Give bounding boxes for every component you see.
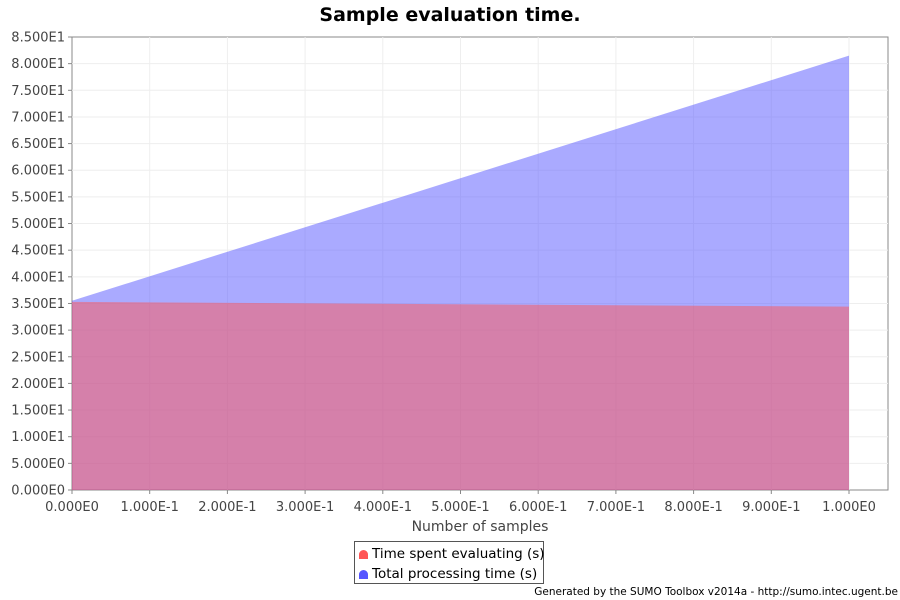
y-tick-label: 7.500E1 [11, 84, 65, 99]
y-tick-label: 1.000E1 [11, 430, 65, 445]
legend: Time spent evaluating (s) Total processi… [354, 541, 545, 584]
legend-swatch-red [359, 549, 368, 559]
y-tick-label: 5.500E1 [11, 190, 65, 205]
x-tick-label: 7.000E-1 [587, 500, 645, 515]
x-tick-label: 0.000E0 [45, 500, 99, 515]
y-tick-label: 2.000E1 [11, 377, 65, 392]
legend-swatch-blue [359, 569, 368, 579]
x-tick-label: 2.000E-1 [198, 500, 256, 515]
y-tick-label: 5.000E0 [11, 457, 65, 472]
x-tick-label: 1.000E-1 [120, 500, 178, 515]
y-tick-label: 0.000E0 [11, 484, 65, 499]
footer-credit: Generated by the SUMO Toolbox v2014a - h… [534, 586, 898, 598]
y-tick-label: 6.500E1 [11, 137, 65, 152]
legend-item-evaluating: Time spent evaluating (s) [359, 544, 545, 564]
y-tick-label: 8.500E1 [11, 31, 65, 46]
legend-label-total: Total processing time (s) [372, 566, 538, 582]
x-tick-label: 5.000E-1 [431, 500, 489, 515]
x-tick-label: 3.000E-1 [276, 500, 334, 515]
x-axis-label: Number of samples [412, 519, 549, 535]
x-tick-label: 9.000E-1 [742, 500, 800, 515]
y-tick-label: 8.000E1 [11, 57, 65, 72]
chart-title: Sample evaluation time. [319, 4, 580, 26]
x-tick-label: 4.000E-1 [354, 500, 412, 515]
y-tick-label: 1.500E1 [11, 404, 65, 419]
series-area-time-evaluating [72, 301, 849, 490]
x-tick-label: 8.000E-1 [664, 500, 722, 515]
x-tick-label: 1.000E0 [822, 500, 876, 515]
y-tick-label: 4.500E1 [11, 244, 65, 259]
y-tick-label: 3.500E1 [11, 297, 65, 312]
y-tick-label: 6.000E1 [11, 164, 65, 179]
y-tick-label: 5.000E1 [11, 217, 65, 232]
legend-item-total: Total processing time (s) [359, 564, 537, 584]
y-tick-label: 3.000E1 [11, 324, 65, 339]
legend-label-evaluating: Time spent evaluating (s) [372, 546, 545, 562]
y-tick-label: 7.000E1 [11, 110, 65, 125]
x-tick-label: 6.000E-1 [509, 500, 567, 515]
y-tick-label: 2.500E1 [11, 350, 65, 365]
y-tick-label: 4.000E1 [11, 270, 65, 285]
